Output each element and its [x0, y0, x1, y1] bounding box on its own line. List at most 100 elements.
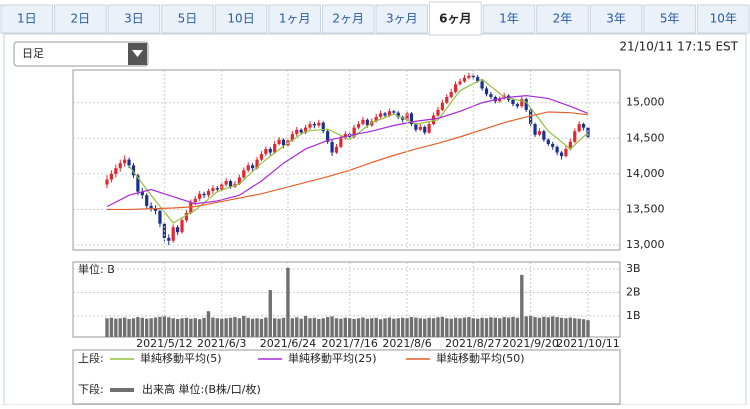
volume-bar — [484, 318, 489, 337]
volume-bar — [118, 318, 122, 337]
tab[interactable] — [214, 4, 268, 34]
tab[interactable] — [696, 4, 750, 34]
tab-label[interactable]: 2年 — [553, 12, 573, 26]
tab[interactable] — [107, 4, 161, 34]
tab[interactable] — [589, 4, 643, 34]
candle-body — [176, 227, 180, 233]
candle-body — [365, 119, 369, 126]
volume-bar — [122, 317, 127, 337]
volume-bar — [559, 317, 564, 337]
tab[interactable] — [54, 4, 107, 34]
candle-body — [409, 113, 414, 125]
tab[interactable] — [536, 4, 589, 34]
candle-body — [228, 180, 233, 187]
tab-label[interactable]: 6ヶ月 — [439, 12, 471, 26]
volume-bar — [264, 317, 268, 337]
volume-bar — [211, 317, 215, 337]
tab[interactable] — [321, 4, 375, 34]
tab-label[interactable]: 5日 — [178, 12, 198, 26]
tab[interactable] — [429, 1, 482, 36]
volume-bar — [577, 318, 581, 337]
volume-bar — [471, 318, 475, 337]
volume-bar — [586, 320, 590, 337]
candle-body — [246, 165, 250, 171]
candle-body — [149, 205, 153, 209]
candle-body — [290, 134, 294, 141]
legend-label: 単純移動平均(50) — [436, 351, 525, 365]
candle-body — [312, 124, 317, 126]
volume-bar — [356, 318, 361, 337]
y-tick-label: 13,000 — [626, 238, 665, 251]
tab-label[interactable]: 10日 — [227, 12, 254, 26]
tab-label[interactable]: 2日 — [71, 12, 91, 26]
tab[interactable] — [161, 4, 214, 34]
volume-bar — [546, 317, 550, 337]
volume-bar — [475, 318, 480, 337]
volume-bar — [436, 317, 440, 337]
candle-body — [418, 126, 422, 130]
tab[interactable] — [268, 4, 321, 34]
volume-bar — [370, 318, 374, 337]
candle-body — [445, 97, 449, 103]
candle-body — [189, 202, 193, 214]
candle-body — [546, 139, 550, 144]
candle-body — [281, 139, 286, 146]
volume-bar — [131, 318, 136, 337]
tab-label[interactable]: 3日 — [124, 12, 144, 26]
x-tick-label: 2021/9/20 — [502, 337, 558, 350]
tab-label[interactable]: 1日 — [17, 12, 37, 26]
tab[interactable] — [482, 4, 536, 34]
candle-body — [193, 198, 197, 203]
candle-body — [158, 210, 162, 224]
candle-body — [105, 179, 109, 185]
candle-body — [215, 188, 219, 190]
dropdown[interactable] — [13, 41, 149, 67]
volume-bar — [149, 318, 153, 337]
volume-bar — [162, 316, 167, 337]
volume-bar — [220, 318, 224, 337]
candle-body — [577, 124, 581, 132]
legend-label: 出来高 単位:(B株/口/枚) — [142, 382, 261, 396]
volume-bar — [520, 274, 524, 337]
tab[interactable] — [375, 4, 429, 34]
candle-body — [153, 208, 158, 211]
volume-bar — [400, 317, 405, 337]
timestamp: 21/10/11 17:15 EST — [619, 40, 738, 54]
candle-body — [259, 153, 264, 160]
volume-bar — [321, 318, 325, 337]
tab-label[interactable]: 5年 — [660, 12, 680, 26]
tab-label[interactable]: 3ヶ月 — [386, 12, 418, 26]
candle-body — [440, 102, 444, 110]
volume-bar — [105, 318, 109, 337]
tab[interactable] — [0, 4, 54, 34]
volume-bar — [348, 318, 352, 337]
volume-bar — [537, 317, 542, 337]
tab-label[interactable]: 1ヶ月 — [279, 12, 311, 26]
tab-label[interactable]: 10年 — [710, 12, 737, 26]
dropdown-label[interactable]: 日足 — [22, 47, 44, 60]
candle-body — [339, 138, 343, 147]
y-tick-label: 13,500 — [626, 202, 665, 215]
volume-bar — [145, 318, 149, 337]
tab-label[interactable]: 1年 — [499, 12, 519, 26]
volume-bar — [533, 317, 537, 337]
y-tick-label: 2B — [626, 285, 641, 298]
volume-bar — [555, 317, 559, 337]
candle-body — [555, 146, 559, 153]
tab-label[interactable]: 3年 — [606, 12, 626, 26]
candle-body — [273, 143, 277, 153]
volume-bar — [246, 317, 250, 337]
candle-body — [352, 127, 356, 137]
volume-bar — [184, 317, 189, 337]
candle-body — [136, 175, 140, 192]
tab[interactable] — [643, 4, 696, 34]
candle-body — [268, 148, 272, 153]
candle-body — [568, 141, 572, 149]
volume-bar — [542, 316, 546, 337]
candle-body — [211, 188, 215, 191]
candle-body — [498, 98, 502, 102]
candle-body — [118, 163, 122, 169]
candle-body — [467, 75, 471, 78]
volume-bar — [171, 318, 175, 337]
tab-label[interactable]: 2ヶ月 — [332, 12, 364, 26]
